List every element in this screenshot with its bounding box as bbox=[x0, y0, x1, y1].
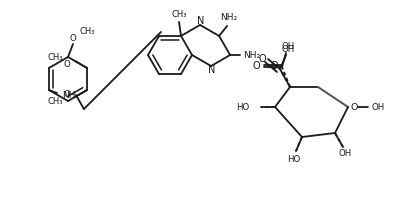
Text: OH: OH bbox=[281, 45, 295, 54]
Text: O: O bbox=[350, 102, 358, 112]
Text: CH₃: CH₃ bbox=[79, 27, 94, 35]
Text: O: O bbox=[64, 89, 70, 98]
Text: O: O bbox=[252, 61, 260, 71]
Text: N: N bbox=[197, 16, 205, 26]
Text: O: O bbox=[70, 33, 76, 43]
Text: O: O bbox=[270, 61, 278, 71]
Text: O: O bbox=[64, 59, 70, 69]
Text: NH: NH bbox=[62, 90, 76, 99]
Text: CH₃: CH₃ bbox=[47, 97, 63, 106]
Text: CH₃: CH₃ bbox=[47, 52, 63, 61]
Text: NH₂: NH₂ bbox=[244, 50, 261, 59]
Text: OH: OH bbox=[338, 150, 352, 159]
Text: O: O bbox=[258, 54, 266, 64]
Text: HO: HO bbox=[287, 154, 301, 164]
Text: OH: OH bbox=[371, 102, 385, 112]
Text: N: N bbox=[208, 65, 216, 75]
Text: OH: OH bbox=[281, 42, 295, 50]
Text: NH₂: NH₂ bbox=[220, 13, 238, 22]
Text: HO: HO bbox=[236, 102, 249, 112]
Text: CH₃: CH₃ bbox=[171, 10, 187, 20]
